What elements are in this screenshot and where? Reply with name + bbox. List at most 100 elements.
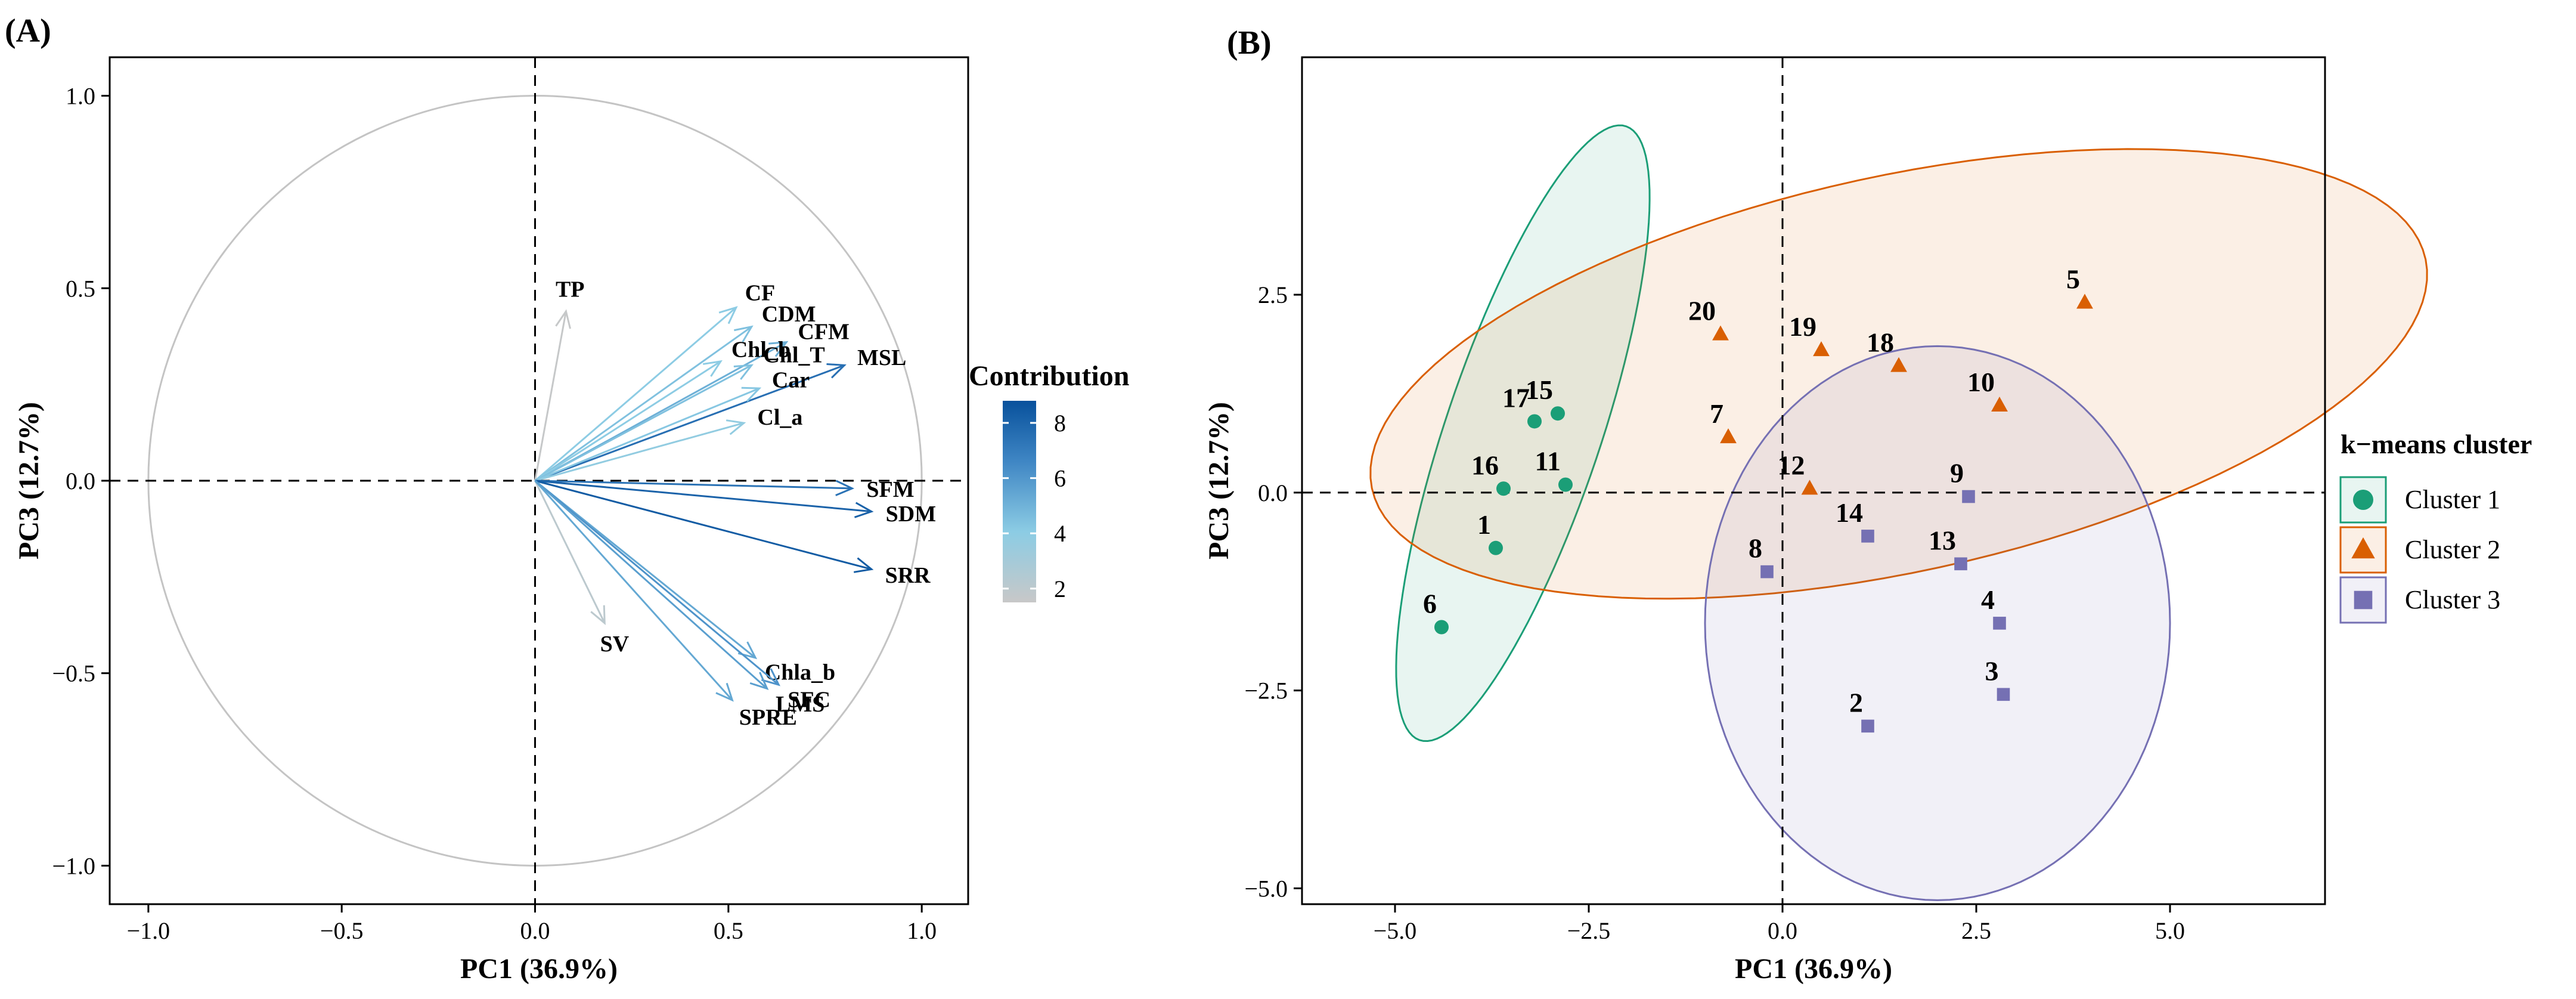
point-3 — [1997, 688, 2010, 701]
point-9 — [1962, 490, 1975, 503]
vector-arrow — [534, 480, 733, 701]
point-11 — [1558, 477, 1573, 492]
point-16 — [1496, 481, 1511, 496]
point-5 — [2076, 293, 2093, 309]
vector-arrowhead — [726, 419, 746, 435]
vector-arrowhead — [835, 480, 855, 496]
x-tick-label: −2.5 — [1567, 917, 1611, 944]
panel-a-plot: −1.0 −0.5 0.0 0.5 1.0 −1.0 −0.5 0.0 0.5 1.0 TP CFCD… — [52, 57, 968, 944]
colorbar-tick-label: 8 — [1054, 410, 1066, 437]
vector-label: TP — [556, 277, 585, 302]
vector-label: Cl_a — [757, 405, 802, 430]
point-18 — [1890, 357, 1907, 372]
x-tick-label: 1.0 — [907, 917, 937, 944]
x-tick-label: 0.5 — [714, 917, 743, 944]
vector-arrowhead — [741, 386, 762, 402]
vector-arrow — [535, 480, 872, 570]
legend-label-1: Cluster 1 — [2405, 485, 2500, 514]
vector-arrowhead — [702, 360, 723, 377]
vector-arrowhead — [555, 309, 571, 329]
vector-arrowhead — [734, 325, 754, 343]
x-tick-label: 2.5 — [1961, 917, 1991, 944]
point-label-9: 9 — [1950, 458, 1964, 488]
point-8 — [1760, 565, 1774, 579]
point-label-3: 3 — [1985, 655, 1999, 686]
vector-arrow — [534, 480, 757, 659]
vector-arrowhead — [826, 363, 847, 379]
point-15 — [1551, 406, 1565, 421]
y-tick-label: −1.0 — [52, 852, 95, 879]
vector-arrow — [534, 326, 752, 482]
vector-label: Chl_T — [763, 342, 824, 367]
vector-label: LMS — [776, 692, 824, 717]
vector-arrow — [535, 480, 872, 513]
vector-arrowhead — [749, 672, 769, 690]
colorbar-tick-label: 4 — [1054, 520, 1066, 547]
vector-arrow — [534, 480, 606, 624]
point-12 — [1801, 480, 1818, 495]
vector-label: SDM — [886, 502, 936, 527]
vector-arrow — [534, 387, 760, 482]
vector-arrow — [534, 307, 737, 482]
vector-arrow — [534, 364, 752, 482]
vector-arrowhead — [715, 682, 734, 702]
y-tick-label: 2.5 — [1258, 282, 1288, 308]
panel-b-x-axis-title: PC1 (36.9%) — [1735, 953, 1892, 985]
vector-arrowhead — [718, 306, 738, 324]
point-label-16: 16 — [1471, 450, 1499, 480]
vector-arrowhead — [768, 341, 789, 357]
vector-arrow — [534, 480, 768, 689]
vector-label: CF — [745, 281, 776, 306]
y-tick-label: 1.0 — [66, 83, 95, 110]
cluster-3-ellipse — [1704, 345, 2171, 901]
y-tick-label: 0.5 — [66, 275, 95, 302]
legend-label-3: Cluster 3 — [2405, 585, 2500, 614]
point-label-17: 17 — [1502, 382, 1530, 413]
point-label-14: 14 — [1836, 497, 1863, 528]
panel-a-frame — [109, 56, 969, 905]
legend-key-3 — [2339, 576, 2387, 624]
x-tick-label: 0.0 — [1768, 917, 1797, 944]
vector-label: Car — [772, 368, 810, 393]
point-label-11: 11 — [1535, 446, 1561, 477]
x-tick-label: −5.0 — [1374, 917, 1417, 944]
point-1 — [1489, 540, 1503, 555]
point-label-12: 12 — [1778, 450, 1805, 480]
vector-arrowhead — [590, 605, 606, 626]
vector-arrow — [534, 480, 780, 686]
panel-a-x-axis-title: PC1 (36.9%) — [460, 953, 618, 985]
vector-arrow — [534, 360, 721, 482]
panel-a-label: (A) — [5, 13, 51, 50]
x-tick-label: −1.0 — [127, 917, 171, 944]
vector-label: SV — [600, 632, 630, 657]
vector-arrow — [534, 311, 567, 481]
point-4 — [1993, 617, 2006, 630]
cluster-1-ellipse — [1395, 124, 1651, 743]
point-label-6: 6 — [1423, 589, 1437, 619]
vector-arrow — [535, 422, 745, 482]
vector-arrowhead — [853, 557, 874, 573]
point-6 — [1434, 620, 1449, 635]
x-tick-label: −0.5 — [320, 917, 364, 944]
x-tick-label: 0.0 — [520, 917, 550, 944]
panel-b-plot: −5.0 −2.5 0.0 2.5 5.0−5.0−2.50.02.5161115161… — [1244, 57, 2428, 944]
vector-arrowhead — [854, 502, 874, 518]
point-label-8: 8 — [1749, 533, 1762, 564]
vector-label: Chl_b — [731, 337, 791, 362]
point-label-1: 1 — [1477, 509, 1491, 540]
point-label-13: 13 — [1929, 525, 1956, 555]
point-label-7: 7 — [1710, 398, 1723, 429]
point-14 — [1861, 530, 1874, 543]
point-17 — [1527, 414, 1542, 429]
colorbar-tick-label: 2 — [1054, 576, 1066, 602]
vector-label: SFC — [788, 687, 830, 712]
point-label-20: 20 — [1688, 295, 1716, 326]
y-tick-label: −2.5 — [1244, 678, 1288, 704]
panel-b-label: (B) — [1227, 24, 1272, 61]
point-20 — [1712, 325, 1729, 341]
x-tick-label: 5.0 — [2155, 917, 2185, 944]
cluster-2-ellipse — [1369, 148, 2428, 600]
panel-a-y-axis-title: PC3 (12.7%) — [13, 402, 45, 559]
